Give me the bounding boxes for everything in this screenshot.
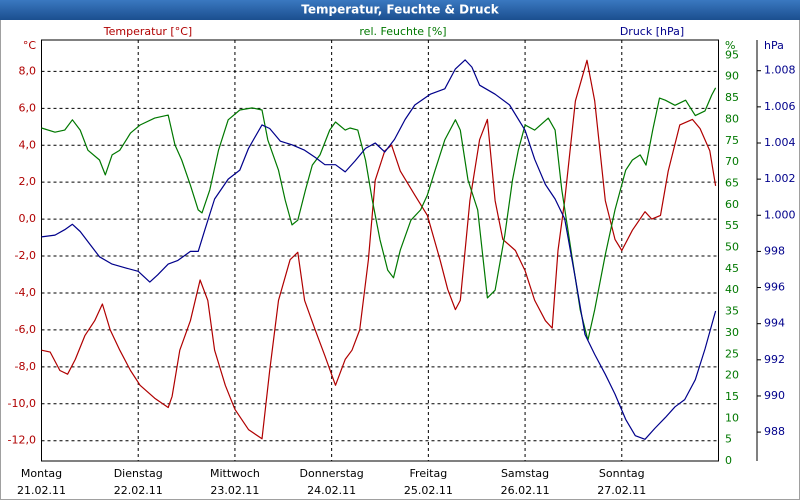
legend-entry: Temperatur [°C]	[103, 25, 192, 38]
x-tick-label: Mittwoch	[210, 467, 260, 480]
y-tick-label: 95	[725, 48, 739, 61]
y-tick-label: 988	[764, 425, 785, 438]
x-tick-label: Montag	[21, 467, 62, 480]
y-tick-label: 1.002	[764, 172, 796, 185]
y-axis-label: °C	[23, 39, 37, 52]
y-tick-label: 55	[725, 219, 739, 232]
y-tick-label: 8,0	[19, 64, 37, 77]
chart-title: Temperatur, Feuchte & Druck	[301, 3, 499, 17]
y-tick-label: 45	[725, 262, 739, 275]
series-line	[41, 59, 717, 440]
y-tick-label: 70	[725, 155, 739, 168]
y-tick-label: 85	[725, 91, 739, 104]
y-tick-label: 25	[725, 347, 739, 360]
y-tick-label: 0	[725, 454, 732, 467]
y-tick-label: -4,0	[15, 286, 36, 299]
x-tick-label: Donnerstag	[300, 467, 364, 480]
y-tick-label: 10	[725, 411, 739, 424]
y-tick-label: 998	[764, 244, 785, 257]
y-tick-label: 90	[725, 70, 739, 83]
y-tick-label: -10,0	[8, 397, 36, 410]
x-tick-label: Dienstag	[114, 467, 163, 480]
y-tick-label: 4,0	[19, 138, 37, 151]
y-tick-label: 1.008	[764, 64, 796, 77]
y-tick-label: 40	[725, 283, 739, 296]
series-line	[41, 59, 717, 440]
x-tick-label: 24.02.11	[307, 484, 356, 497]
y-tick-label: 994	[764, 317, 785, 330]
plot-border	[41, 39, 719, 462]
title-bar	[0, 0, 800, 20]
y-tick-label: 1.006	[764, 100, 796, 113]
y-tick-label: 15	[725, 390, 739, 403]
x-tick-label: 25.02.11	[404, 484, 453, 497]
y-tick-label: 990	[764, 389, 785, 402]
y-tick-label: 1.004	[764, 136, 796, 149]
y-tick-label: 992	[764, 353, 785, 366]
x-tick-label: Sonntag	[599, 467, 645, 480]
x-tick-label: 21.02.11	[17, 484, 66, 497]
y-tick-label: 6,0	[19, 101, 37, 114]
series-line	[41, 87, 717, 341]
y-tick-label: 80	[725, 112, 739, 125]
y-tick-label: -6,0	[15, 323, 36, 336]
y-axis-label: %	[725, 39, 735, 52]
y-tick-label: 50	[725, 241, 739, 254]
y-tick-label: 0,0	[19, 212, 37, 225]
y-tick-label: -8,0	[15, 360, 36, 373]
y-tick-label: -12,0	[8, 434, 36, 447]
y-tick-label: 996	[764, 281, 785, 294]
x-tick-label: 27.02.11	[597, 484, 646, 497]
x-tick-label: 22.02.11	[114, 484, 163, 497]
y-tick-label: 5	[725, 433, 732, 446]
y-tick-label: 2,0	[19, 175, 37, 188]
y-tick-label: 75	[725, 134, 739, 147]
x-tick-label: 26.02.11	[501, 484, 550, 497]
legend-entry: Druck [hPa]	[620, 25, 684, 38]
y-axis-label: hPa	[764, 39, 784, 52]
y-tick-label: 20	[725, 369, 739, 382]
y-tick-label: 60	[725, 198, 739, 211]
x-tick-label: Samstag	[501, 467, 549, 480]
y-tick-label: -2,0	[15, 249, 36, 262]
y-tick-label: 30	[725, 326, 739, 339]
y-tick-label: 1.000	[764, 208, 796, 221]
legend-entry: rel. Feuchte [%]	[359, 25, 446, 38]
y-tick-label: 35	[725, 305, 739, 318]
x-tick-label: Freitag	[410, 467, 448, 480]
y-tick-label: 65	[725, 176, 739, 189]
x-tick-label: 23.02.11	[210, 484, 259, 497]
